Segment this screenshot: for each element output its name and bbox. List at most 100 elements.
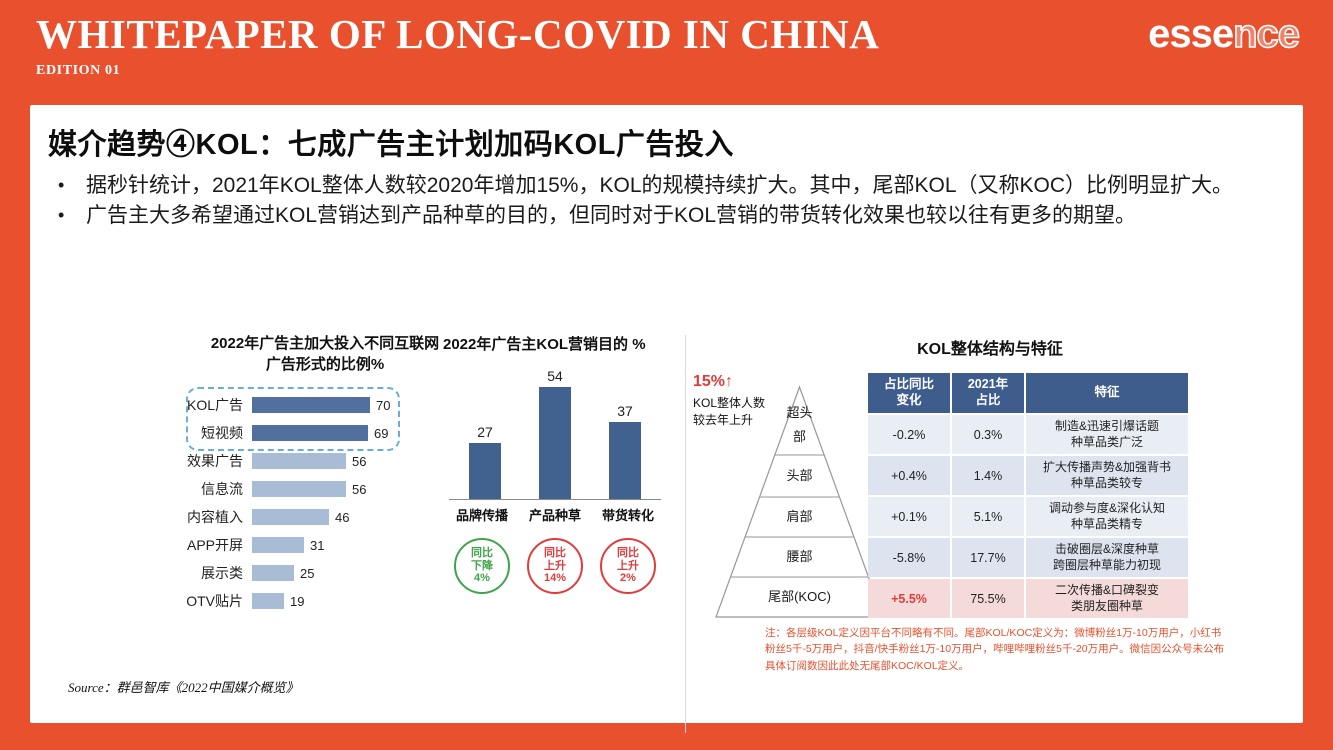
growth-percent: 15%↑ xyxy=(693,373,734,390)
badge-line: 上升 xyxy=(617,559,639,572)
slide-title: 媒介趋势④KOL：七成广告主计划加码KOL广告投入 xyxy=(48,129,734,161)
table-cell-feature: 二次传播&口碑裂变 类朋友圈种草 xyxy=(1026,579,1188,618)
table-header-cell: 特征 xyxy=(1026,373,1188,413)
bullet-marker: • xyxy=(58,175,65,195)
bar xyxy=(252,425,368,441)
edition-label: EDITION 01 xyxy=(36,63,121,78)
bar xyxy=(252,453,346,469)
badge-line: 下降 xyxy=(471,559,493,572)
pyramid-level-label: 部 xyxy=(793,429,806,444)
bar-category-label: 效果广告 xyxy=(187,453,243,469)
logo-solid-part: esse xyxy=(1148,12,1234,56)
table-cell-share: 17.7% xyxy=(952,538,1024,577)
table-cell-feature: 扩大传播声势&加强背书 种草品类较专 xyxy=(1026,456,1188,495)
hbar-chart-title: 2022年广告主加大投入不同互联网 广告形式的比例% xyxy=(210,335,440,373)
growth-text: KOL整体人数 较去年上升 xyxy=(693,396,766,427)
bar-category-label: 信息流 xyxy=(201,481,243,497)
hbar-row: 短视频 69 xyxy=(160,419,490,447)
bar xyxy=(539,387,571,499)
hbar-row: APP开屏 31 xyxy=(160,531,490,559)
bullet-text: 广告主大多希望通过KOL营销达到产品种草的目的，但同时对于KOL营销的带货转化效… xyxy=(86,203,1137,227)
table-cell-share: 0.3% xyxy=(952,415,1024,454)
vbar-change-badges: 同比 下降 4% 同比 上升 14% 同比 上升 2% xyxy=(449,538,661,594)
table-cell-change: +5.5% xyxy=(868,579,950,618)
table-cell-feature: 调动参与度&深化认知 种草品类精专 xyxy=(1026,497,1188,536)
bar xyxy=(252,593,284,609)
bar xyxy=(252,537,304,553)
bar-category-label: OTV贴片 xyxy=(186,593,243,609)
change-badge: 同比 上升 14% xyxy=(527,538,583,594)
bullet-text: 据秒针统计，2021年KOL整体人数较2020年增加15%，KOL的规模持续扩大… xyxy=(86,174,1234,197)
pyramid-level-label: 头部 xyxy=(786,468,812,483)
kol-growth-annotation: 15%↑ KOL整体人数 较去年上升 xyxy=(693,373,783,429)
pyramid-level-label: 超头 xyxy=(786,405,812,420)
vbar-chart: 2022年广告主KOL营销目的 % 27 54 37 品牌传播 产品种草 带货转化 同比… xyxy=(443,333,693,633)
badge-line: 14% xyxy=(543,572,567,585)
hbar-row: KOL广告 70 xyxy=(160,391,490,419)
table-header-cell: 占比同比 变化 xyxy=(868,373,950,413)
bar-value: 56 xyxy=(352,481,367,497)
section-divider xyxy=(685,335,686,733)
bar xyxy=(609,422,641,499)
bar-value: 25 xyxy=(300,565,315,581)
vbar-chart-title: 2022年广告主KOL营销目的 % xyxy=(443,336,646,353)
bar xyxy=(252,481,346,497)
bar xyxy=(469,443,501,499)
table-cell-change: +0.1% xyxy=(868,497,950,536)
bar xyxy=(252,397,370,413)
hbar-row: 信息流 56 xyxy=(160,475,490,503)
badge-wrapper: 同比 上升 14% xyxy=(522,538,588,594)
vbar-categories: 品牌传播 产品种草 带货转化 xyxy=(449,499,661,524)
table-cell-feature: 制造&迅速引爆话题 种草品类广泛 xyxy=(1026,415,1188,454)
change-badge: 同比 下降 4% xyxy=(454,538,510,594)
table-cell-change: +0.4% xyxy=(868,456,950,495)
bullet-item: • 广告主大多希望通过KOL营销达到产品种草的目的，但同时对于KOL营销的带货转… xyxy=(52,201,1284,231)
table-cell-feature: 击破圈层&深度种草 跨圈层种草能力初现 xyxy=(1026,538,1188,577)
table-cell-change: -0.2% xyxy=(868,415,950,454)
deck-title-block: WHITEPAPER OF LONG-COVID IN CHINA EDITIO… xyxy=(36,10,879,79)
vbar-column: 27 xyxy=(455,424,515,499)
badge-wrapper: 同比 下降 4% xyxy=(449,538,515,594)
bar-category-label: 短视频 xyxy=(201,425,243,441)
table-cell-share: 1.4% xyxy=(952,456,1024,495)
bullet-list: • 据秒针统计，2021年KOL整体人数较2020年增加15%，KOL的规模持续… xyxy=(52,171,1284,231)
source-line: Source：群邑智库《2022中国媒介概览》 xyxy=(68,680,299,695)
badge-line: 同比 xyxy=(471,546,493,559)
bullet-marker: • xyxy=(58,204,65,225)
bar-value: 19 xyxy=(290,593,305,609)
change-badge: 同比 上升 2% xyxy=(600,538,656,594)
bar-value: 31 xyxy=(310,537,325,553)
content-card: 媒介趋势④KOL：七成广告主计划加码KOL广告投入 • 据秒针统计，2021年K… xyxy=(30,105,1303,733)
hbar-row: 展示类 25 xyxy=(160,559,490,587)
hbar-row: 效果广告 56 xyxy=(160,447,490,475)
kol-structure-title: KOL整体结构与特征 xyxy=(917,341,1063,358)
bar xyxy=(252,509,329,525)
bar-value: 27 xyxy=(477,424,493,440)
bar-category-label: 展示类 xyxy=(201,565,243,581)
bar xyxy=(252,565,294,581)
bar-category-label: KOL广告 xyxy=(186,397,243,413)
bar-category-label: 产品种草 xyxy=(528,508,581,523)
bar-category-label: 内容植入 xyxy=(187,509,243,525)
badge-line: 同比 xyxy=(544,546,566,559)
badge-line: 2% xyxy=(620,572,636,585)
table-cell-change: -5.8% xyxy=(868,538,950,577)
hbar-chart: 2022年广告主加大投入不同互联网 广告形式的比例% KOL广告 70 短视频 69 效… xyxy=(160,333,490,629)
pyramid-outline xyxy=(715,385,884,618)
bar-value: 56 xyxy=(352,453,367,469)
table-footnote: 注：各层级KOL定义因平台不同略有不同。尾部KOL/KOC定义为：微博粉丝1万-… xyxy=(765,627,1225,672)
kol-table: 占比同比 变化 2021年 占比 特征 -0.2% 0.3% 制造&迅速引爆话题 种草品类… xyxy=(868,373,1190,618)
vbar-bars: 27 54 37 xyxy=(455,368,655,499)
badge-wrapper: 同比 上升 2% xyxy=(595,538,661,594)
badge-line: 上升 xyxy=(544,559,566,572)
bar-value: 70 xyxy=(376,397,391,413)
vbar-column: 37 xyxy=(595,403,655,499)
pyramid-level-label: 肩部 xyxy=(786,509,812,524)
logo-outline-part: nce xyxy=(1232,11,1301,57)
bar-value: 54 xyxy=(547,368,563,384)
bar-value: 46 xyxy=(335,509,350,525)
hbar-row: OTV贴片 19 xyxy=(160,587,490,615)
essence-logo: essence xyxy=(1148,11,1301,57)
